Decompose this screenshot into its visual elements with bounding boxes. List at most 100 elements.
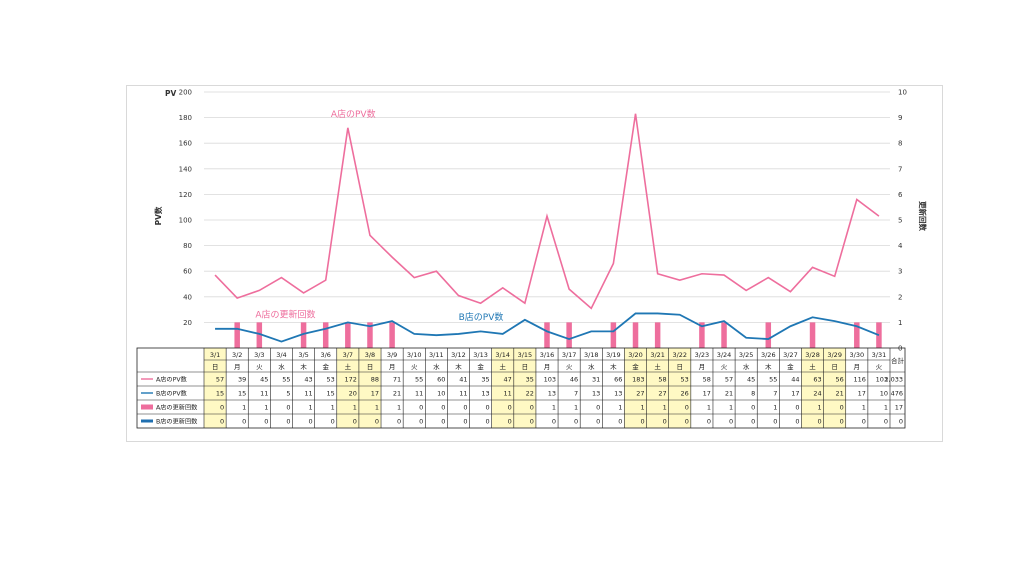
right-tick-label: 7: [898, 165, 902, 173]
value-cell: 22: [526, 390, 534, 398]
value-cell: 1: [773, 404, 777, 412]
left-tick-label: 120: [179, 191, 192, 199]
value-cell: 0: [663, 418, 667, 426]
weekday-label: 木: [765, 362, 772, 371]
line-b-pv: [215, 312, 880, 343]
bar-a-update: [721, 322, 727, 348]
highlight-column: [624, 348, 647, 428]
value-cell: 1: [663, 404, 667, 412]
bar-a-update: [367, 322, 373, 348]
value-cell: 0: [220, 418, 224, 426]
date-label: 3/30: [850, 351, 865, 359]
value-cell: 1: [574, 404, 578, 412]
date-label: 3/28: [805, 351, 820, 359]
date-label: 3/27: [783, 351, 798, 359]
value-cell: 66: [614, 376, 622, 384]
date-label: 3/8: [365, 351, 375, 359]
date-label: 3/1: [210, 351, 220, 359]
value-cell: 10: [880, 390, 888, 398]
total-cell: 476: [891, 390, 903, 398]
weekday-label: 金: [322, 362, 329, 371]
weekday-label: 木: [300, 362, 307, 371]
value-cell: 0: [486, 418, 490, 426]
weekday-label: 火: [876, 363, 883, 371]
bar-a-update: [809, 322, 816, 348]
value-cell: 0: [618, 418, 622, 426]
value-cell: 103: [876, 376, 888, 384]
left-tick-label: 160: [179, 140, 192, 148]
bar-a-update: [345, 322, 351, 348]
right-tick-label: 9: [898, 114, 902, 122]
weekday-label: 火: [411, 363, 418, 371]
total-cell: 17: [895, 404, 903, 412]
right-tick-label: 3: [898, 268, 902, 276]
value-cell: 0: [840, 418, 844, 426]
value-cell: 63: [813, 376, 821, 384]
weekday-label: 水: [743, 362, 750, 371]
value-cell: 1: [862, 404, 866, 412]
value-cell: 0: [441, 404, 445, 412]
value-cell: 1: [353, 404, 357, 412]
value-cell: 55: [415, 376, 423, 384]
highlight-column: [823, 348, 846, 428]
value-cell: 0: [286, 404, 290, 412]
value-cell: 31: [592, 376, 600, 384]
value-cell: 1: [640, 404, 644, 412]
date-label: 3/12: [451, 351, 466, 359]
value-cell: 1: [707, 404, 711, 412]
date-label: 3/19: [606, 351, 621, 359]
value-cell: 1: [618, 404, 622, 412]
value-cell: 0: [309, 418, 313, 426]
value-cell: 11: [260, 390, 268, 398]
weekday-label: 土: [809, 362, 816, 371]
value-cell: 0: [286, 418, 290, 426]
legend-label: B店の更新回数: [156, 418, 198, 426]
bar-a-update: [322, 322, 329, 348]
bar-a-update: [765, 322, 772, 348]
bar-a-update: [234, 322, 240, 348]
value-cell: 5: [286, 390, 290, 398]
value-cell: 21: [725, 390, 733, 398]
value-cell: 0: [375, 418, 379, 426]
value-cell: 21: [393, 390, 401, 398]
value-cell: 0: [419, 418, 423, 426]
right-tick-label: 1: [898, 319, 902, 327]
date-label: 3/26: [761, 351, 776, 359]
weekday-label: 金: [477, 362, 484, 371]
value-cell: 0: [751, 418, 755, 426]
date-label: 3/4: [276, 351, 286, 359]
value-cell: 1: [242, 404, 246, 412]
right-tick-label: 8: [898, 140, 902, 148]
value-cell: 0: [685, 418, 689, 426]
date-label: 3/15: [518, 351, 533, 359]
value-cell: 53: [681, 376, 689, 384]
line-a-pv: [214, 113, 880, 310]
weekday-label: 月: [234, 363, 241, 371]
value-cell: 0: [596, 404, 600, 412]
value-cell: 183: [632, 376, 644, 384]
weekday-label: 月: [699, 363, 706, 371]
date-label: 3/20: [628, 351, 643, 359]
value-cell: 0: [862, 418, 866, 426]
right-tick-label: 2: [898, 293, 902, 301]
right-tick-label: 4: [898, 242, 903, 250]
value-cell: 1: [309, 404, 313, 412]
value-cell: 11: [504, 390, 512, 398]
date-label: 3/31: [872, 351, 887, 359]
date-label: 3/17: [562, 351, 577, 359]
annotation-label: B店のPV数: [459, 311, 504, 323]
value-cell: 44: [791, 376, 799, 384]
value-cell: 35: [526, 376, 534, 384]
annotation-label: A店の更新回数: [255, 308, 315, 320]
value-cell: 27: [658, 390, 666, 398]
value-cell: 0: [441, 418, 445, 426]
value-cell: 0: [530, 418, 534, 426]
weekday-label: 水: [433, 362, 440, 371]
value-cell: 20: [349, 390, 357, 398]
value-cell: 1: [884, 404, 888, 412]
value-cell: 7: [574, 390, 578, 398]
value-cell: 0: [508, 418, 512, 426]
left-axis-unit: PV: [165, 89, 176, 98]
value-cell: 53: [326, 376, 334, 384]
pv-chart: 20406080100120140160180200012345678910PV…: [136, 89, 928, 429]
